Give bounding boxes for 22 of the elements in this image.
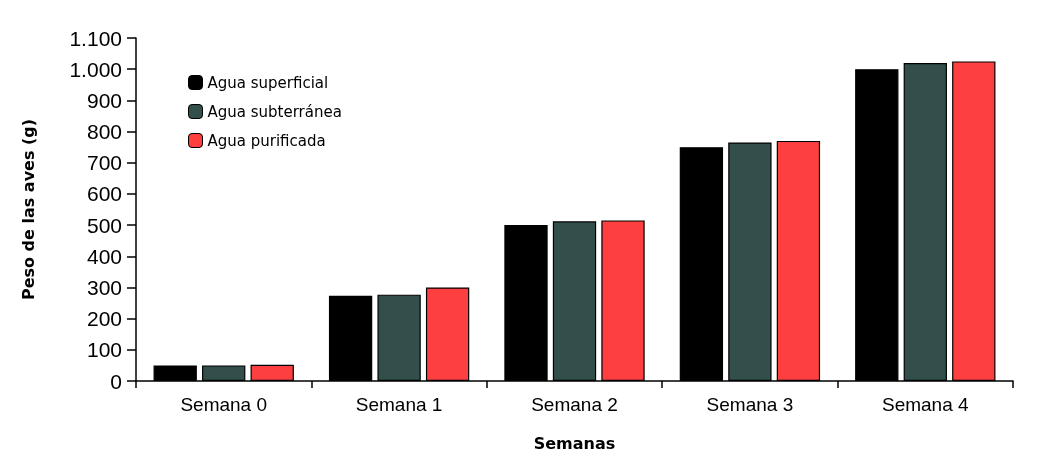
y-tick-label: 1.000 xyxy=(69,57,122,81)
y-tick-label: 700 xyxy=(86,151,122,175)
x-tick-label: Semana 0 xyxy=(180,394,268,415)
legend-label: Agua purificada xyxy=(207,131,326,150)
y-tick-label: 800 xyxy=(86,120,122,144)
y-tick-label: 900 xyxy=(86,88,122,112)
x-tick-label: Semana 3 xyxy=(706,394,794,415)
y-tick-label: 500 xyxy=(86,213,122,237)
x-tick-label: Semana 1 xyxy=(355,394,443,415)
x-tick-label: Semana 2 xyxy=(531,394,618,415)
legend-label: Agua superficial xyxy=(207,73,329,92)
legend-label: Agua subterránea xyxy=(207,102,342,121)
x-tick-label: Semana 4 xyxy=(881,394,970,415)
x-axis-title: Semanas xyxy=(533,433,616,453)
y-tick-label: 200 xyxy=(86,307,122,331)
y-tick-label: 100 xyxy=(86,338,122,362)
y-tick-label: 1.100 xyxy=(69,26,122,50)
y-tick-label: 400 xyxy=(86,244,122,268)
y-tick-label: 600 xyxy=(86,182,122,206)
y-tick-label: 0 xyxy=(110,369,122,393)
y-axis-title: Peso de las aves (g) xyxy=(18,118,38,301)
y-tick-label: 300 xyxy=(86,275,122,299)
